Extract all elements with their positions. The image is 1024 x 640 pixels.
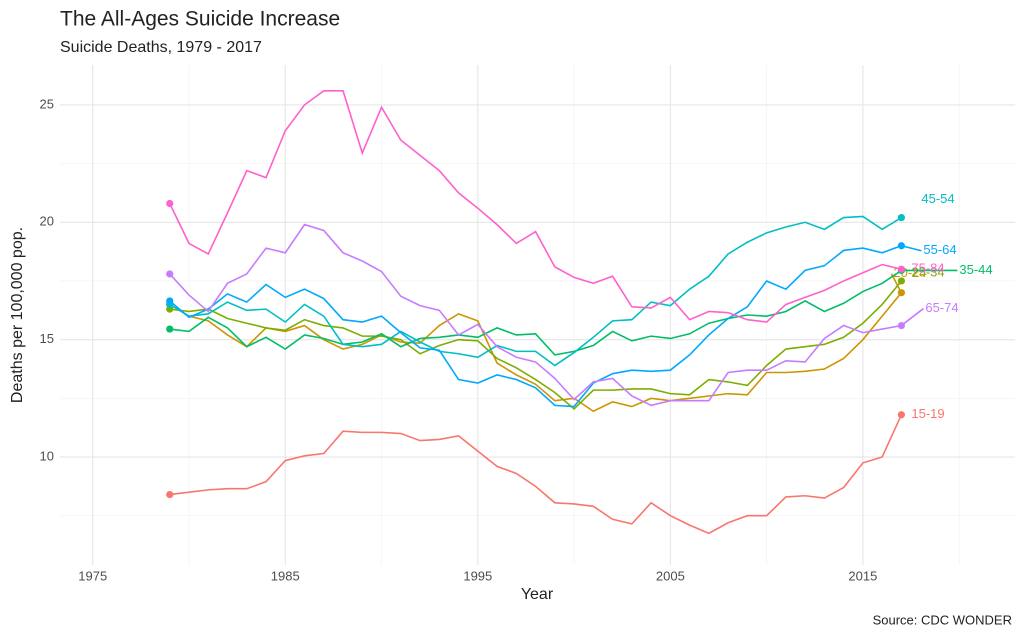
end-point (166, 490, 174, 499)
series-label: 15-19 (911, 406, 944, 421)
end-point (897, 213, 906, 222)
series-label: 45-54 (921, 191, 954, 206)
x-tick-label: 2005 (656, 568, 685, 583)
end-point (166, 325, 174, 333)
series-line (169, 215, 902, 367)
series-line (169, 90, 902, 323)
x-tick-label: 1985 (271, 568, 300, 583)
series-line (169, 280, 903, 410)
y-tick-label: 15 (40, 331, 54, 346)
series-label: 55-64 (923, 242, 956, 257)
end-point (166, 270, 174, 278)
series-line (169, 244, 902, 408)
series-label: 35-44 (959, 262, 992, 277)
caption: Source: CDC WONDER (873, 612, 1012, 627)
chart-subtitle: Suicide Deaths, 1979 - 2017 (60, 39, 262, 56)
grid (60, 65, 1015, 565)
end-point (897, 289, 906, 297)
series-line (169, 269, 902, 356)
y-tick-label: 25 (40, 96, 54, 111)
series-line (169, 223, 902, 407)
end-point (897, 277, 906, 285)
end-point (897, 265, 906, 273)
x-axis-label: Year (521, 586, 554, 603)
series-line (169, 292, 903, 413)
series-label: 65-74 (925, 300, 958, 315)
x-tick-label: 1975 (78, 568, 107, 583)
series-line (169, 414, 903, 535)
y-axis-label: Deaths per 100,000 pop. (9, 227, 26, 403)
y-tick-label: 20 (40, 214, 54, 229)
chart-title: The All-Ages Suicide Increase (60, 8, 340, 31)
end-point (897, 411, 906, 419)
x-tick-label: 1995 (463, 568, 492, 583)
x-tick-label: 2015 (848, 568, 877, 583)
end-point (166, 199, 174, 208)
series-label: 75-84 (911, 261, 944, 276)
label-segment (900, 307, 924, 327)
y-tick-label: 10 (40, 448, 54, 463)
series-label: 25-34 (911, 264, 944, 279)
label-segment (901, 244, 922, 252)
end-point (166, 297, 174, 305)
